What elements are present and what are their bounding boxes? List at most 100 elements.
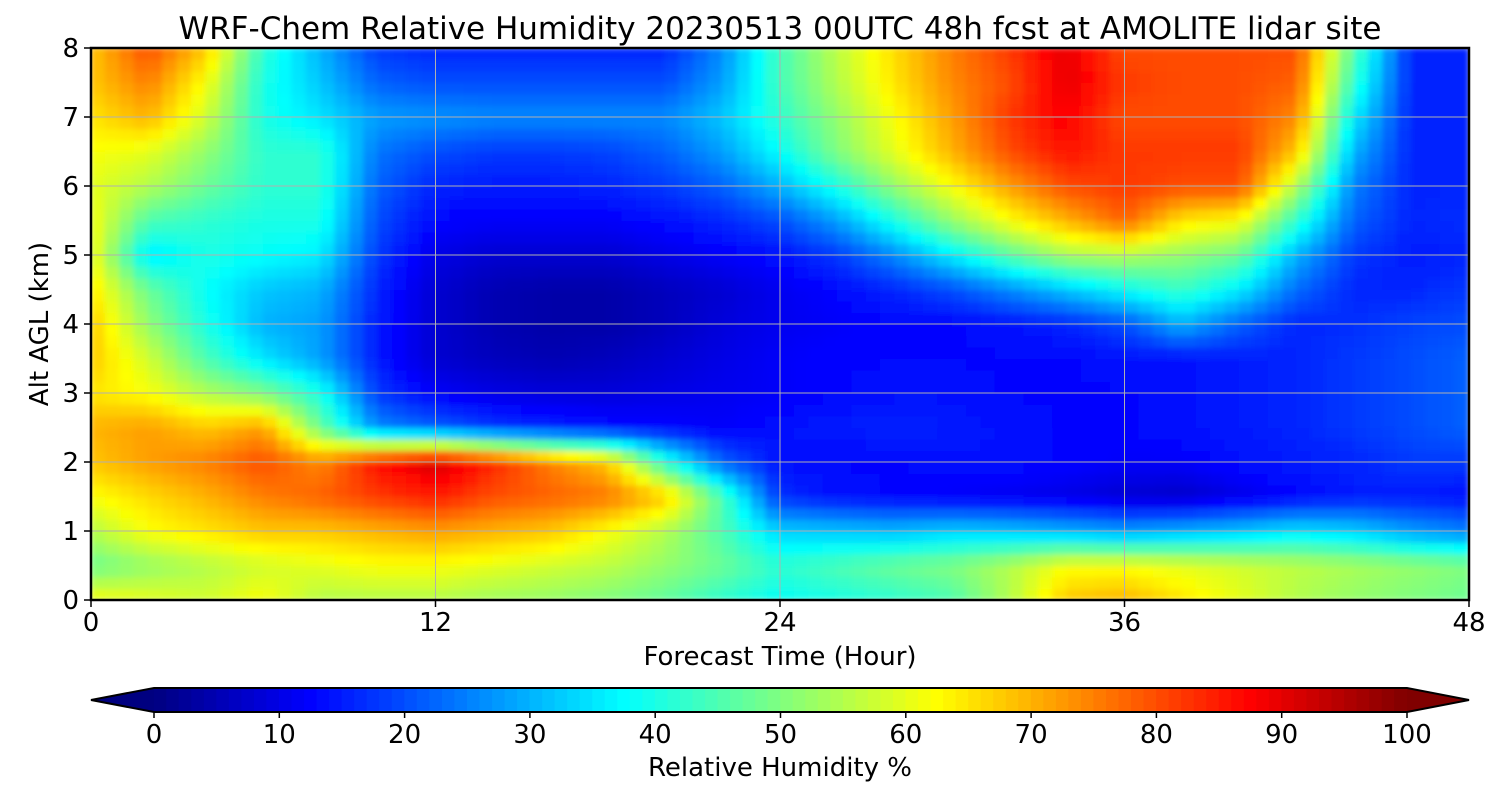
heatmap-cell: [1181, 312, 1197, 325]
heatmap-cell: [492, 588, 508, 600]
heatmap-cell: [219, 105, 236, 118]
heatmap-cell: [1324, 369, 1341, 382]
heatmap-cell: [406, 48, 422, 60]
heatmap-cell: [291, 438, 307, 451]
heatmap-cell: [1310, 588, 1326, 600]
heatmap-cell: [1138, 48, 1154, 60]
heatmap-cell: [219, 323, 236, 336]
heatmap-cell: [1339, 243, 1355, 256]
heatmap-cell: [363, 369, 379, 382]
heatmap-cell: [750, 576, 767, 589]
colorbar-segment: [454, 688, 468, 712]
heatmap-cell: [147, 105, 164, 118]
heatmap-cell: [305, 496, 322, 509]
heatmap-cell: [535, 208, 551, 221]
heatmap-cell: [822, 392, 838, 405]
heatmap-cell: [463, 381, 480, 394]
heatmap-cell: [707, 208, 724, 221]
heatmap-cell: [980, 369, 996, 382]
heatmap-cell: [836, 392, 853, 405]
heatmap-cell: [1411, 576, 1427, 589]
heatmap-cell: [1238, 507, 1255, 520]
heatmap-cell: [621, 461, 637, 474]
heatmap-cell: [621, 438, 637, 451]
heatmap-cell: [980, 220, 996, 233]
heatmap-cell: [1411, 381, 1427, 394]
heatmap-cell: [1439, 151, 1456, 164]
heatmap-cell: [664, 369, 681, 382]
heatmap-cell: [176, 208, 192, 221]
heatmap-cell: [176, 565, 192, 578]
heatmap-cell: [506, 116, 523, 129]
heatmap-cell: [377, 335, 393, 348]
heatmap-cell: [1324, 93, 1341, 106]
heatmap-cell: [793, 553, 810, 566]
heatmap-cell: [736, 381, 752, 394]
heatmap-cell: [1138, 346, 1154, 359]
heatmap-cell: [1210, 484, 1226, 497]
heatmap-cell: [693, 392, 709, 405]
heatmap-cell: [966, 519, 982, 532]
heatmap-cell: [463, 254, 480, 267]
heatmap-cell: [119, 496, 135, 509]
heatmap-cell: [578, 588, 594, 600]
heatmap-cell: [1353, 185, 1370, 198]
heatmap-cell: [248, 461, 264, 474]
heatmap-cell: [1181, 553, 1197, 566]
heatmap-cell: [1267, 450, 1283, 463]
heatmap-cell: [722, 128, 738, 141]
heatmap-cell: [291, 266, 307, 279]
heatmap-cell: [679, 208, 695, 221]
heatmap-cell: [1281, 139, 1298, 152]
heatmap-cell: [391, 93, 408, 106]
heatmap-cell: [377, 450, 393, 463]
heatmap-cell: [894, 277, 910, 290]
heatmap-cell: [836, 542, 853, 555]
heatmap-cell: [607, 553, 623, 566]
heatmap-cell: [176, 59, 192, 72]
heatmap-cell: [592, 220, 609, 233]
heatmap-cell: [779, 358, 795, 371]
heatmap-cell: [1195, 381, 1212, 394]
heatmap-cell: [1339, 335, 1355, 348]
heatmap-cell: [234, 496, 250, 509]
heatmap-cell: [894, 151, 910, 164]
heatmap-cell: [736, 392, 752, 405]
heatmap-cell: [176, 300, 192, 313]
heatmap-cell: [91, 128, 106, 141]
heatmap-cell: [420, 427, 436, 440]
heatmap-cell: [162, 588, 178, 600]
heatmap-cell: [1095, 473, 1111, 486]
heatmap-cell: [1210, 93, 1226, 106]
heatmap-cell: [808, 174, 824, 187]
heatmap-cell: [1310, 82, 1326, 95]
heatmap-cell: [478, 588, 494, 600]
heatmap-cell: [1425, 358, 1441, 371]
heatmap-cell: [535, 82, 551, 95]
heatmap-cell: [248, 139, 264, 152]
heatmap-cell: [750, 70, 767, 83]
heatmap-cell: [1195, 530, 1212, 543]
heatmap-cell: [147, 174, 164, 187]
heatmap-cell: [650, 266, 666, 279]
heatmap-cell: [650, 300, 666, 313]
heatmap-cell: [1052, 427, 1068, 440]
heatmap-cell: [334, 450, 350, 463]
heatmap-cell: [1324, 105, 1341, 118]
heatmap-cell: [607, 346, 623, 359]
heatmap-cell: [736, 530, 752, 543]
heatmap-cell: [1439, 415, 1456, 428]
heatmap-cell: [1152, 208, 1169, 221]
colorbar: 0 10 20 30 40 50 60 70 80 90 100: [90, 687, 1470, 750]
heatmap-cell: [1037, 82, 1054, 95]
heatmap-cell: [1253, 588, 1269, 600]
heatmap-cell: [765, 369, 781, 382]
heatmap-cell: [1267, 323, 1283, 336]
heatmap-cell: [707, 185, 724, 198]
heatmap-cell: [865, 312, 881, 325]
heatmap-cell: [1396, 392, 1413, 405]
heatmap-cell: [147, 323, 164, 336]
heatmap-cell: [980, 450, 996, 463]
heatmap-cell: [463, 358, 480, 371]
heatmap-cell: [219, 553, 236, 566]
